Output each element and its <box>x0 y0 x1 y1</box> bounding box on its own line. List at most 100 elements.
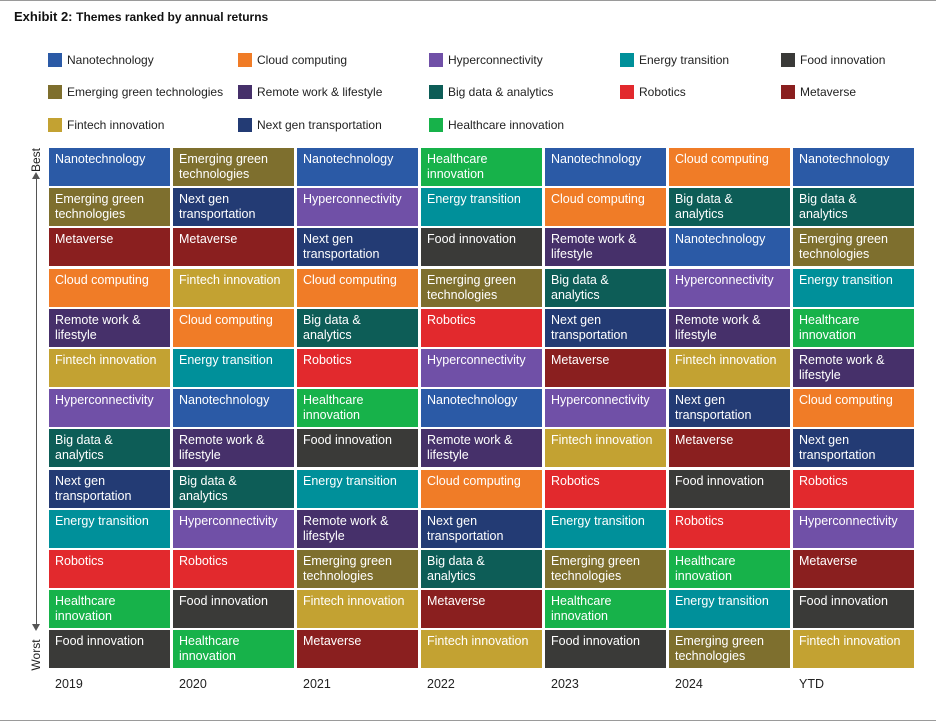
legend-label: Fintech innovation <box>67 118 165 132</box>
rank-cell: Robotics <box>297 349 418 387</box>
rank-cell: Emerging green technologies <box>49 188 170 227</box>
legend-label: Healthcare innovation <box>448 118 565 132</box>
rank-cell: Robotics <box>793 469 914 508</box>
legend-swatch <box>781 85 795 99</box>
rank-cell: Fintech innovation <box>545 429 666 468</box>
legend-label: Hyperconnectivity <box>448 53 543 67</box>
rank-cell: Big data & analytics <box>669 188 790 227</box>
rank-cell: Remote work & lifestyle <box>297 509 418 548</box>
rank-cell: Hyperconnectivity <box>297 188 418 227</box>
rank-cell: Cloud computing <box>49 268 170 307</box>
rank-cell: Robotics <box>173 550 294 588</box>
rank-cell: Energy transition <box>421 188 542 227</box>
page-title: Exhibit 2: Themes ranked by annual retur… <box>14 9 268 24</box>
legend-label: Remote work & lifestyle <box>257 85 383 99</box>
legend-item: Emerging green technologies <box>48 84 223 100</box>
rank-cell: Food innovation <box>421 228 542 267</box>
rank-cell: Healthcare innovation <box>173 630 294 669</box>
rank-cell: Energy transition <box>669 590 790 629</box>
rank-cell: Energy transition <box>793 268 914 307</box>
rank-cell: Metaverse <box>173 228 294 267</box>
year-label: 2023 <box>551 677 579 691</box>
legend-item: Robotics <box>620 84 686 100</box>
rank-cell: Nanotechnology <box>421 389 542 428</box>
rank-cell: Next gen transportation <box>173 188 294 227</box>
legend-item: Healthcare innovation <box>429 117 564 133</box>
rank-cell: Nanotechnology <box>49 148 170 186</box>
rank-cell: Next gen transportation <box>669 389 790 428</box>
legend-item: Food innovation <box>781 52 885 68</box>
arrow-down-icon <box>32 624 40 631</box>
legend-swatch <box>238 85 252 99</box>
rank-cell: Robotics <box>421 308 542 347</box>
bottom-rule <box>0 720 936 721</box>
legend-item: Energy transition <box>620 52 729 68</box>
rank-cell: Metaverse <box>545 349 666 387</box>
legend-label: Big data & analytics <box>448 85 554 99</box>
rank-cell: Hyperconnectivity <box>421 349 542 387</box>
legend-swatch <box>429 53 443 67</box>
rank-cell: Fintech innovation <box>421 630 542 669</box>
legend-swatch <box>620 85 634 99</box>
rank-cell: Nanotechnology <box>545 148 666 186</box>
legend-label: Next gen transportation <box>257 118 382 132</box>
rank-cell: Hyperconnectivity <box>49 389 170 428</box>
rank-cell: Big data & analytics <box>297 308 418 347</box>
legend-item: Hyperconnectivity <box>429 52 543 68</box>
rank-cell: Big data & analytics <box>421 550 542 588</box>
top-rule <box>0 0 936 1</box>
legend-item: Nanotechnology <box>48 52 154 68</box>
rank-cell: Energy transition <box>173 349 294 387</box>
rank-cell: Food innovation <box>793 590 914 629</box>
rank-cell: Healthcare innovation <box>421 148 542 186</box>
rank-cell: Big data & analytics <box>49 429 170 468</box>
year-label: 2022 <box>427 677 455 691</box>
legend-item: Metaverse <box>781 84 856 100</box>
rank-cell: Fintech innovation <box>49 349 170 387</box>
rank-cell: Robotics <box>49 550 170 588</box>
rank-cell: Big data & analytics <box>793 188 914 227</box>
rank-cell: Fintech innovation <box>173 268 294 307</box>
legend-label: Emerging green technologies <box>67 85 224 99</box>
rank-cell: Nanotechnology <box>297 148 418 186</box>
rank-cell: Metaverse <box>421 590 542 629</box>
legend-label: Robotics <box>639 85 686 99</box>
rank-cell: Fintech innovation <box>669 349 790 387</box>
rank-cell: Emerging green technologies <box>545 550 666 588</box>
legend-swatch <box>620 53 634 67</box>
legend-swatch <box>48 85 62 99</box>
title-text: Themes ranked by annual returns <box>76 10 269 24</box>
rank-cell: Fintech innovation <box>793 630 914 669</box>
rank-cell: Food innovation <box>297 429 418 468</box>
rank-cell: Next gen transportation <box>297 228 418 267</box>
rank-cell: Energy transition <box>545 509 666 548</box>
legend-label: Nanotechnology <box>67 53 154 67</box>
rank-cell: Emerging green technologies <box>173 148 294 186</box>
rank-cell: Next gen transportation <box>49 469 170 508</box>
legend-swatch <box>238 53 252 67</box>
rank-cell: Remote work & lifestyle <box>793 349 914 387</box>
year-label: YTD <box>799 677 824 691</box>
rank-cell: Metaverse <box>793 550 914 588</box>
rank-cell: Energy transition <box>49 509 170 548</box>
rank-cell: Nanotechnology <box>669 228 790 267</box>
legend-swatch <box>781 53 795 67</box>
arrow-up-icon <box>32 172 40 179</box>
rank-cell: Food innovation <box>545 630 666 669</box>
rank-cell: Metaverse <box>297 630 418 669</box>
legend-item: Big data & analytics <box>429 84 553 100</box>
rank-cell: Next gen transportation <box>545 308 666 347</box>
rank-cell: Emerging green technologies <box>421 268 542 307</box>
legend-label: Metaverse <box>800 85 857 99</box>
rank-cell: Healthcare innovation <box>545 590 666 629</box>
legend-item: Remote work & lifestyle <box>238 84 382 100</box>
rank-cell: Big data & analytics <box>173 469 294 508</box>
year-label: 2019 <box>55 677 83 691</box>
rank-cell: Next gen transportation <box>421 509 542 548</box>
legend-item: Fintech innovation <box>48 117 164 133</box>
rank-cell: Food innovation <box>49 630 170 669</box>
rank-cell: Cloud computing <box>173 308 294 347</box>
rank-cell: Nanotechnology <box>173 389 294 428</box>
rank-cell: Healthcare innovation <box>669 550 790 588</box>
legend-label: Cloud computing <box>257 53 348 67</box>
